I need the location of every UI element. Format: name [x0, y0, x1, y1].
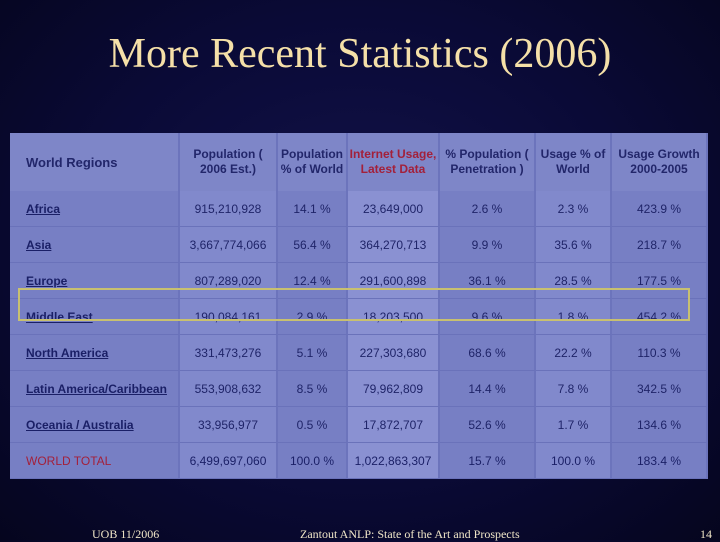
pop-pct-cell: 14.1 %	[278, 191, 348, 227]
usage-cell: 1,022,863,307	[348, 443, 440, 479]
footer-date: UOB 11/2006	[92, 527, 160, 541]
population-cell: 553,908,632	[180, 371, 278, 407]
source-notes	[14, 466, 708, 526]
growth-cell: 218.7 %	[612, 227, 708, 263]
penetration-cell: 9.9 %	[440, 227, 536, 263]
region-link[interactable]: Europe	[10, 263, 180, 299]
usage-cell: 17,872,707	[348, 407, 440, 443]
usage-pct-cell: 35.6 %	[536, 227, 612, 263]
penetration-cell: 15.7 %	[440, 443, 536, 479]
growth-cell: 177.5 %	[612, 263, 708, 299]
penetration-cell: 2.6 %	[440, 191, 536, 227]
usage-cell: 291,600,898	[348, 263, 440, 299]
pop-pct-cell: 5.1 %	[278, 335, 348, 371]
slide-title: More Recent Statistics (2006)	[108, 31, 612, 77]
statistics-table: World Regions Population ( 2006 Est.) Po…	[10, 133, 708, 479]
penetration-cell: 14.4 %	[440, 371, 536, 407]
population-cell: 6,499,697,060	[180, 443, 278, 479]
penetration-cell: 52.6 %	[440, 407, 536, 443]
population-cell: 807,289,020	[180, 263, 278, 299]
population-cell: 331,473,276	[180, 335, 278, 371]
usage-pct-cell: 1.7 %	[536, 407, 612, 443]
header-usage-pct: Usage % of World	[536, 133, 612, 191]
growth-cell: 134.6 %	[612, 407, 708, 443]
population-cell: 190,084,161	[180, 299, 278, 335]
header-world-regions: World Regions	[10, 133, 180, 191]
slide-number: 14	[700, 527, 712, 541]
population-cell: 3,667,774,066	[180, 227, 278, 263]
region-link[interactable]: Latin America/Caribbean	[10, 371, 180, 407]
header-population: Population ( 2006 Est.)	[180, 133, 278, 191]
header-penetration: % Population ( Penetration )	[440, 133, 536, 191]
usage-pct-cell: 2.3 %	[536, 191, 612, 227]
header-internet-usage: Internet Usage, Latest Data	[348, 133, 440, 191]
table-row: Latin America/Caribbean 553,908,632 8.5 …	[10, 371, 708, 407]
usage-cell: 18,203,500	[348, 299, 440, 335]
table-row: Oceania / Australia 33,956,977 0.5 % 17,…	[10, 407, 708, 443]
table-row-total: WORLD TOTAL 6,499,697,060 100.0 % 1,022,…	[10, 443, 708, 479]
pop-pct-cell: 8.5 %	[278, 371, 348, 407]
region-link[interactable]: Oceania / Australia	[10, 407, 180, 443]
usage-pct-cell: 100.0 %	[536, 443, 612, 479]
header-population-pct: Population % of World	[278, 133, 348, 191]
population-cell: 33,956,977	[180, 407, 278, 443]
growth-cell: 454.2 %	[612, 299, 708, 335]
usage-pct-cell: 22.2 %	[536, 335, 612, 371]
usage-cell: 23,649,000	[348, 191, 440, 227]
footer-author-title: Zantout ANLP: State of the Art and Prosp…	[300, 527, 520, 541]
table-header-row: World Regions Population ( 2006 Est.) Po…	[10, 133, 708, 191]
penetration-cell: 9.6 %	[440, 299, 536, 335]
pop-pct-cell: 12.4 %	[278, 263, 348, 299]
table-row-highlighted: Middle East 190,084,161 2.9 % 18,203,500…	[10, 299, 708, 335]
growth-cell: 342.5 %	[612, 371, 708, 407]
population-cell: 915,210,928	[180, 191, 278, 227]
growth-cell: 110.3 %	[612, 335, 708, 371]
usage-cell: 79,962,809	[348, 371, 440, 407]
table-row: Europe 807,289,020 12.4 % 291,600,898 36…	[10, 263, 708, 299]
header-usage-growth: Usage Growth 2000-2005	[612, 133, 708, 191]
pop-pct-cell: 56.4 %	[278, 227, 348, 263]
pop-pct-cell: 2.9 %	[278, 299, 348, 335]
region-link[interactable]: Middle East	[10, 299, 180, 335]
growth-cell: 423.9 %	[612, 191, 708, 227]
usage-pct-cell: 28.5 %	[536, 263, 612, 299]
penetration-cell: 68.6 %	[440, 335, 536, 371]
table-row: Africa 915,210,928 14.1 % 23,649,000 2.6…	[10, 191, 708, 227]
table-row: Asia 3,667,774,066 56.4 % 364,270,713 9.…	[10, 227, 708, 263]
growth-cell: 183.4 %	[612, 443, 708, 479]
usage-pct-cell: 7.8 %	[536, 371, 612, 407]
usage-cell: 227,303,680	[348, 335, 440, 371]
region-link[interactable]: North America	[10, 335, 180, 371]
penetration-cell: 36.1 %	[440, 263, 536, 299]
pop-pct-cell: 0.5 %	[278, 407, 348, 443]
world-total-label: WORLD TOTAL	[10, 443, 180, 479]
region-link[interactable]: Africa	[10, 191, 180, 227]
table-row: North America 331,473,276 5.1 % 227,303,…	[10, 335, 708, 371]
region-link[interactable]: Asia	[10, 227, 180, 263]
usage-pct-cell: 1.8 %	[536, 299, 612, 335]
usage-cell: 364,270,713	[348, 227, 440, 263]
pop-pct-cell: 100.0 %	[278, 443, 348, 479]
